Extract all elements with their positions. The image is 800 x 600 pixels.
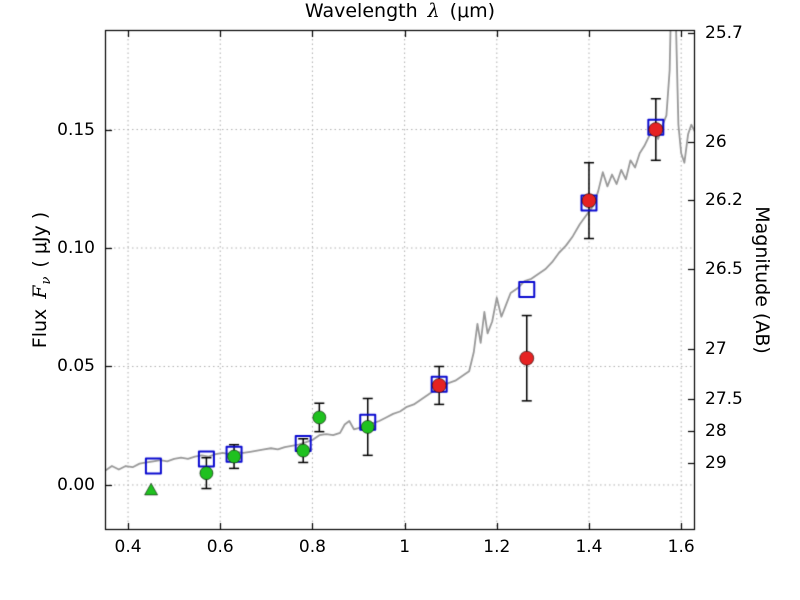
y-axis-label-left: Flux Fν ( μJy ) [29,211,54,349]
flux-symbol: F [29,285,51,299]
flux-symbol-subscript: ν [39,276,54,285]
lambda-symbol: λ [427,0,440,22]
x-axis-label: Wavelength λ (μm) [0,0,800,22]
x-axis-label-text: Wavelength [304,0,418,22]
y-axis-label-left-units: ( μJy ) [29,211,51,268]
y-axis-label-left-text: Flux [29,308,51,349]
y-axis-label-right: Magnitude (AB) [751,206,773,354]
x-axis-label-units: (μm) [449,0,496,22]
